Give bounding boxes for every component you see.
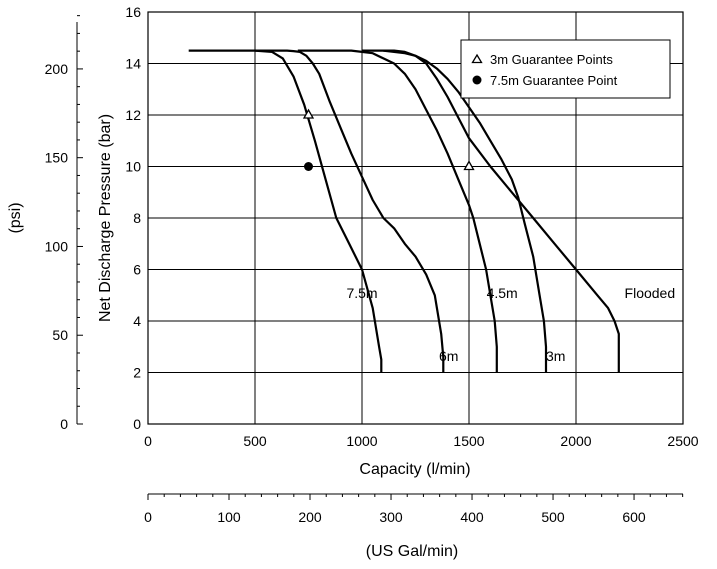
- legend: 3m Guarantee Points 7.5m Guarantee Point: [460, 39, 671, 99]
- x-tick-label: 0: [144, 433, 152, 449]
- psi-tick-label: 150: [45, 150, 69, 166]
- gal-tick-label: 500: [541, 509, 565, 525]
- x-tick-label: 1000: [346, 433, 377, 449]
- y-tick-label: 0: [133, 416, 141, 432]
- series-line-flooded: [383, 49, 620, 373]
- y-tick-label: 10: [125, 159, 141, 175]
- gal-tick-label: 0: [144, 509, 152, 525]
- series-line-4-5m: [297, 49, 498, 373]
- psi-tick-label: 50: [52, 327, 68, 343]
- gal-tick-label: 300: [379, 509, 403, 525]
- psi-tick-label: 200: [45, 61, 69, 77]
- legend-entry-7-5m-guarantee-point: 7.5m Guarantee Point: [490, 73, 618, 88]
- gal-tick-label: 400: [460, 509, 484, 525]
- series-line-7-5m: [188, 49, 383, 373]
- curve-label-flooded: Flooded: [625, 285, 676, 301]
- y-tick-label: 8: [133, 210, 141, 226]
- legend-circle-marker: [472, 75, 482, 85]
- y-tick-label: 16: [125, 4, 141, 20]
- curve-label-3m: 3m: [546, 348, 565, 364]
- legend-box: [460, 39, 671, 99]
- curve-layer: [188, 49, 620, 373]
- series-line-6m: [255, 49, 445, 373]
- label-layer: 0 500 1000 1500 2000 250002468101214160501001…: [45, 4, 699, 525]
- y-tick-label: 2: [133, 365, 141, 381]
- psi-tick-label: 0: [60, 416, 68, 432]
- x-tick-label: 500: [243, 433, 267, 449]
- gal-tick-label: 600: [622, 509, 646, 525]
- series-line-3m: [362, 49, 548, 373]
- legend-entry-3m-guarantee-points: 3m Guarantee Points: [490, 52, 613, 67]
- plot-frame: [147, 11, 684, 425]
- x-axis-title: Capacity (l/min): [359, 461, 470, 478]
- x-tick-label: 2500: [667, 433, 698, 449]
- psi-tick-label: 100: [45, 238, 69, 254]
- legend-triangle-marker: [471, 53, 483, 64]
- x-tick-label: 1500: [453, 433, 484, 449]
- curve-label-7-5m: 7.5m: [346, 285, 377, 301]
- guarantee-point-circle: [304, 162, 313, 171]
- y-tick-label: 6: [133, 262, 141, 278]
- gal-tick-label: 200: [298, 509, 322, 525]
- secondary-x-axis-title: (US Gal/min): [366, 543, 458, 560]
- y-tick-label: 12: [125, 107, 141, 123]
- y-tick-label: 14: [125, 56, 141, 72]
- curve-label-4-5m: 4.5m: [487, 285, 518, 301]
- secondary-y-axis-title: (psi): [7, 202, 24, 233]
- frame-layer: [147, 11, 684, 425]
- y-tick-label: 4: [133, 313, 141, 329]
- curve-label-6m: 6m: [439, 348, 458, 364]
- y-axis-title: Net Discharge Pressure (bar): [97, 114, 114, 322]
- x-tick-label: 2000: [560, 433, 591, 449]
- guarantee-point-triangle: [302, 108, 315, 119]
- tick-layer: [76, 15, 684, 500]
- guarantee-point-triangle: [463, 160, 475, 171]
- marker-layer: [302, 108, 475, 171]
- gal-tick-label: 100: [217, 509, 241, 525]
